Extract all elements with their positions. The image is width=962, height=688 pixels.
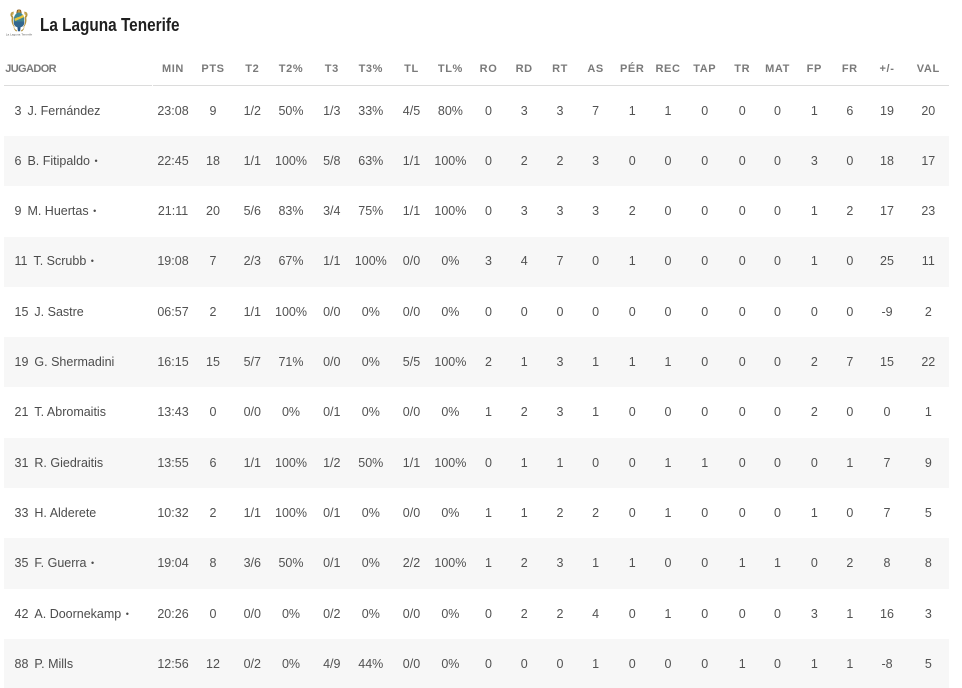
svg-text:La Laguna Tenerife: La Laguna Tenerife — [6, 33, 33, 37]
